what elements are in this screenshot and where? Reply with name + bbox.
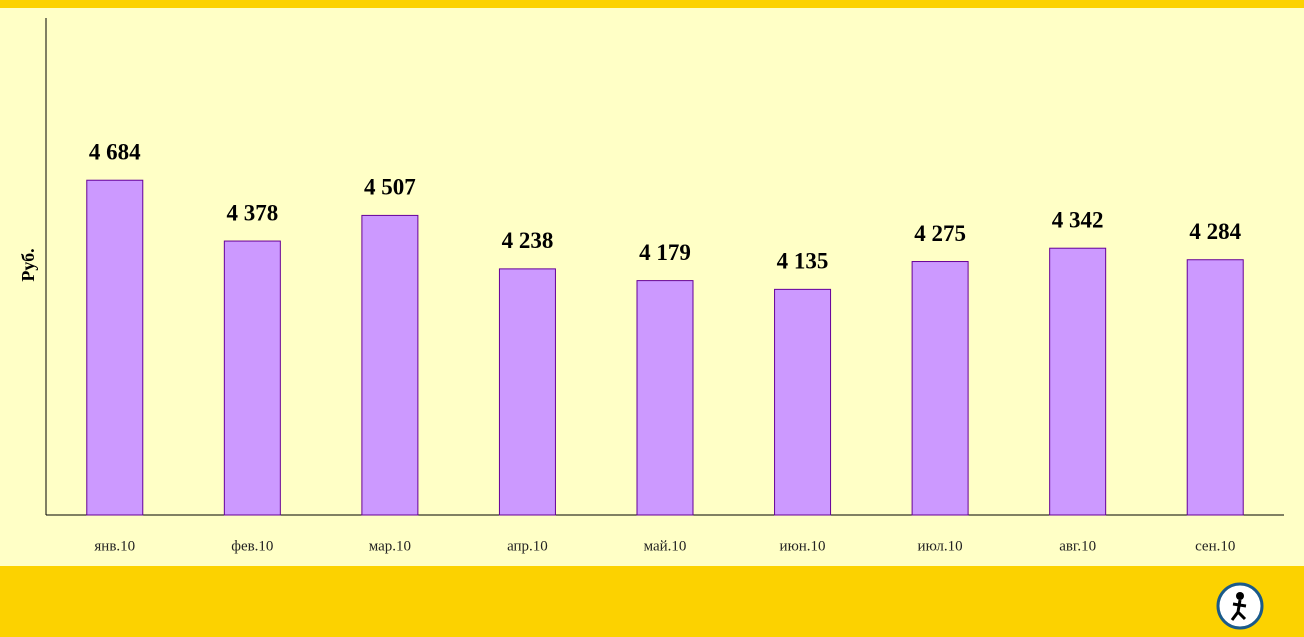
x-tick-label: апр.10 (507, 538, 548, 554)
value-label: 4 238 (502, 228, 554, 253)
logo-figure (1230, 599, 1247, 621)
bar (86, 179, 144, 516)
bar (774, 288, 832, 516)
logo-head (1236, 592, 1244, 600)
bar (223, 240, 281, 516)
bar (1186, 259, 1244, 516)
bar (361, 214, 419, 516)
value-label: 4 275 (914, 221, 966, 246)
bar (636, 280, 694, 516)
bar (1049, 247, 1107, 516)
y-axis-label: Руб. (18, 248, 38, 281)
value-label: 4 342 (1052, 207, 1104, 232)
x-tick-label: июл.10 (918, 538, 963, 554)
x-tick-label: мар.10 (369, 538, 411, 554)
logo (1216, 582, 1264, 630)
value-label: 4 378 (226, 200, 278, 225)
value-label: 4 135 (777, 249, 829, 274)
value-label: 4 179 (639, 240, 691, 265)
value-label: 4 507 (364, 175, 416, 200)
bottom-band (0, 566, 1304, 637)
x-tick-label: авг.10 (1059, 538, 1096, 554)
bar (498, 268, 556, 516)
bar (911, 261, 969, 516)
value-label: 4 284 (1189, 219, 1241, 244)
x-tick-label: фев.10 (231, 538, 273, 554)
x-tick-label: июн.10 (780, 538, 826, 554)
x-tick-label: сен.10 (1195, 538, 1235, 554)
x-tick-label: янв.10 (94, 538, 135, 554)
x-tick-label: май.10 (644, 538, 687, 554)
top-band (0, 0, 1304, 8)
value-label: 4 684 (89, 140, 141, 165)
